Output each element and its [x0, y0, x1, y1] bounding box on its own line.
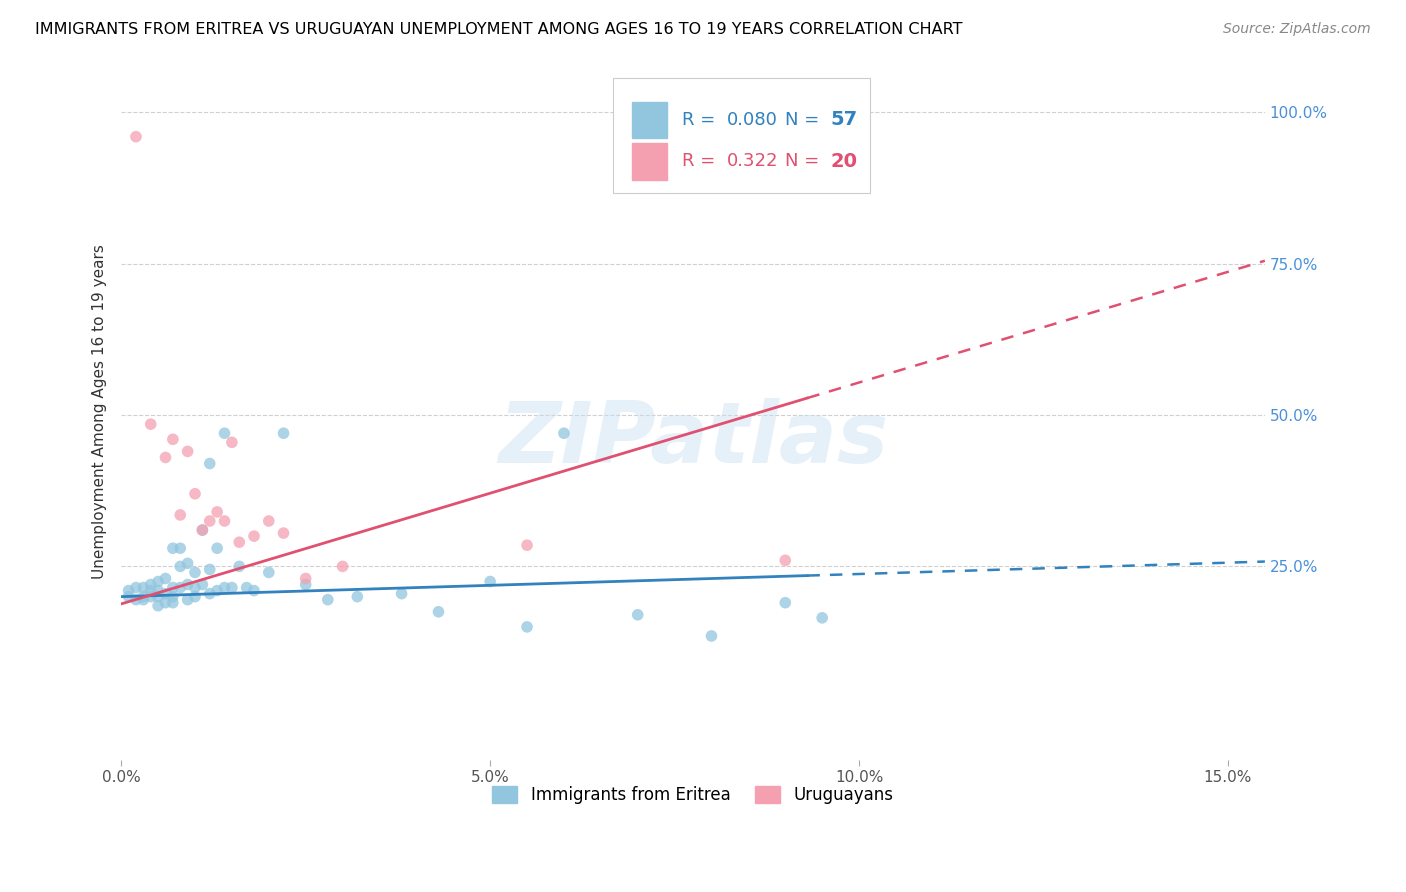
Point — [176, 557, 198, 571]
Text: N =: N = — [785, 111, 824, 128]
Point — [516, 620, 538, 634]
Point — [257, 566, 280, 580]
Point — [176, 577, 198, 591]
Point — [191, 577, 214, 591]
Point — [332, 559, 354, 574]
Point — [775, 553, 797, 567]
Point — [169, 581, 191, 595]
Bar — [633, 102, 666, 138]
Point — [205, 505, 228, 519]
Legend: Immigrants from Eritrea, Uruguayans: Immigrants from Eritrea, Uruguayans — [485, 780, 900, 811]
Point — [169, 508, 191, 522]
Point — [516, 538, 538, 552]
Point — [228, 559, 250, 574]
Point — [191, 523, 214, 537]
Point — [176, 444, 198, 458]
Point — [155, 596, 177, 610]
Text: 57: 57 — [831, 111, 858, 129]
Text: 0.080: 0.080 — [727, 111, 779, 128]
Y-axis label: Unemployment Among Ages 16 to 19 years: Unemployment Among Ages 16 to 19 years — [93, 244, 107, 580]
Point — [169, 541, 191, 556]
Point — [346, 590, 368, 604]
Point — [205, 583, 228, 598]
Text: R =: R = — [682, 153, 721, 170]
Point — [198, 457, 221, 471]
Text: IMMIGRANTS FROM ERITREA VS URUGUAYAN UNEMPLOYMENT AMONG AGES 16 TO 19 YEARS CORR: IMMIGRANTS FROM ERITREA VS URUGUAYAN UNE… — [35, 22, 963, 37]
Point — [139, 590, 162, 604]
Point — [125, 581, 148, 595]
Point — [214, 426, 236, 441]
Point — [155, 450, 177, 465]
Point — [228, 535, 250, 549]
Point — [294, 577, 316, 591]
Point — [257, 514, 280, 528]
Point — [273, 426, 295, 441]
Point — [125, 129, 148, 144]
Point — [139, 577, 162, 591]
Point — [184, 487, 207, 501]
Text: Source: ZipAtlas.com: Source: ZipAtlas.com — [1223, 22, 1371, 37]
Point — [198, 586, 221, 600]
Point — [198, 562, 221, 576]
Point — [479, 574, 502, 589]
Point — [155, 586, 177, 600]
Point — [205, 541, 228, 556]
Text: ZIPatlas: ZIPatlas — [498, 399, 889, 482]
Point — [139, 583, 162, 598]
Point — [184, 566, 207, 580]
Text: R =: R = — [682, 111, 721, 128]
Point — [162, 581, 184, 595]
FancyBboxPatch shape — [613, 78, 870, 193]
Point — [155, 572, 177, 586]
Point — [700, 629, 723, 643]
Point — [162, 590, 184, 604]
Point — [117, 590, 139, 604]
Point — [221, 581, 243, 595]
Point — [132, 592, 155, 607]
Point — [391, 586, 413, 600]
Text: 0.322: 0.322 — [727, 153, 779, 170]
Point — [627, 607, 650, 622]
Point — [191, 523, 214, 537]
Point — [146, 583, 169, 598]
Point — [811, 611, 834, 625]
Point — [132, 581, 155, 595]
Point — [198, 514, 221, 528]
Point — [221, 435, 243, 450]
Point — [146, 590, 169, 604]
Point — [162, 541, 184, 556]
Point — [214, 514, 236, 528]
Point — [235, 581, 257, 595]
Point — [775, 596, 797, 610]
Point — [427, 605, 450, 619]
Point — [184, 581, 207, 595]
Point — [243, 529, 266, 543]
Point — [176, 592, 198, 607]
Point — [169, 559, 191, 574]
Text: 20: 20 — [831, 152, 858, 171]
Point — [162, 596, 184, 610]
Point — [139, 417, 162, 432]
Point — [125, 592, 148, 607]
Point — [243, 583, 266, 598]
Point — [553, 426, 575, 441]
Point — [214, 581, 236, 595]
Point — [316, 592, 339, 607]
Point — [117, 583, 139, 598]
Point — [294, 572, 316, 586]
Point — [146, 574, 169, 589]
Point — [184, 590, 207, 604]
Point — [273, 526, 295, 541]
Point — [162, 432, 184, 446]
Text: N =: N = — [785, 153, 824, 170]
Point — [132, 590, 155, 604]
Bar — [633, 144, 666, 179]
Point — [146, 599, 169, 613]
